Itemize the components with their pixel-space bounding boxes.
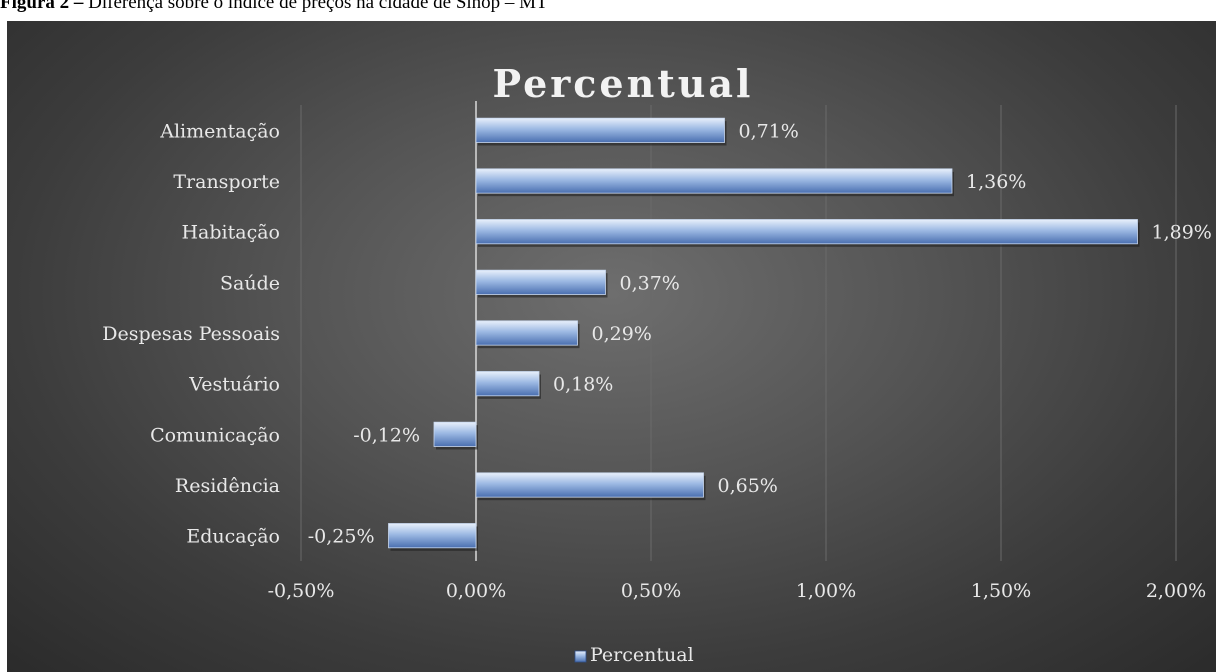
figure-caption-number: Figura 2 – (0, 0, 84, 13)
data-label: -0,25% (308, 526, 375, 548)
chart-title: Percentual (493, 61, 754, 106)
category-label: Comunicação (150, 424, 280, 446)
category-label: Educação (186, 526, 280, 548)
category-label: Vestuário (188, 374, 280, 396)
data-label: 0,37% (620, 272, 680, 294)
x-tick-label: 0,50% (621, 580, 681, 602)
data-label: 1,36% (966, 171, 1026, 193)
data-label: 0,18% (553, 374, 613, 396)
data-label: 0,65% (718, 475, 778, 497)
bar (475, 269, 606, 295)
x-tick-label: 2,00% (1146, 580, 1206, 602)
category-label: Despesas Pessoais (102, 323, 280, 345)
bars (388, 117, 1140, 551)
legend-swatch (574, 650, 587, 663)
category-label: Alimentação (159, 120, 280, 142)
x-tick-label: -0,50% (268, 580, 335, 602)
bar (433, 421, 477, 447)
x-tick-label: 1,00% (796, 580, 856, 602)
bar (475, 117, 725, 143)
labels: -0,50% 0,00% 0,50% 1,00% 1,50% 2,00% Alimentaç… (102, 120, 1212, 602)
data-label: 1,89% (1152, 222, 1212, 244)
bar (475, 219, 1138, 245)
data-label: -0,12% (353, 424, 420, 446)
bar (388, 523, 477, 549)
chart-frame: -0,50% 0,00% 0,50% 1,00% 1,50% 2,00% Alimentaç… (7, 21, 1216, 672)
x-tick-label: 0,00% (446, 580, 506, 602)
figure-caption-text: Diferença sobre o índice de preços na ci… (83, 0, 548, 13)
category-label: Saúde (220, 272, 280, 294)
data-label: 0,29% (592, 323, 652, 345)
bar-chart: -0,50% 0,00% 0,50% 1,00% 1,50% 2,00% Alimentaç… (102, 61, 1212, 666)
figure-caption: Figura 2 – Diferença sobre o índice de p… (0, 0, 548, 15)
category-label: Residência (175, 475, 280, 497)
category-label: Habitação (181, 222, 280, 244)
bar (475, 371, 540, 397)
legend: Percentual (574, 644, 694, 666)
x-tick-label: 1,50% (971, 580, 1031, 602)
category-label: Transporte (173, 171, 280, 193)
data-label: 0,71% (739, 120, 799, 142)
legend-label: Percentual (590, 644, 694, 666)
bar (475, 472, 704, 498)
bar (475, 168, 953, 194)
bar (475, 320, 578, 346)
